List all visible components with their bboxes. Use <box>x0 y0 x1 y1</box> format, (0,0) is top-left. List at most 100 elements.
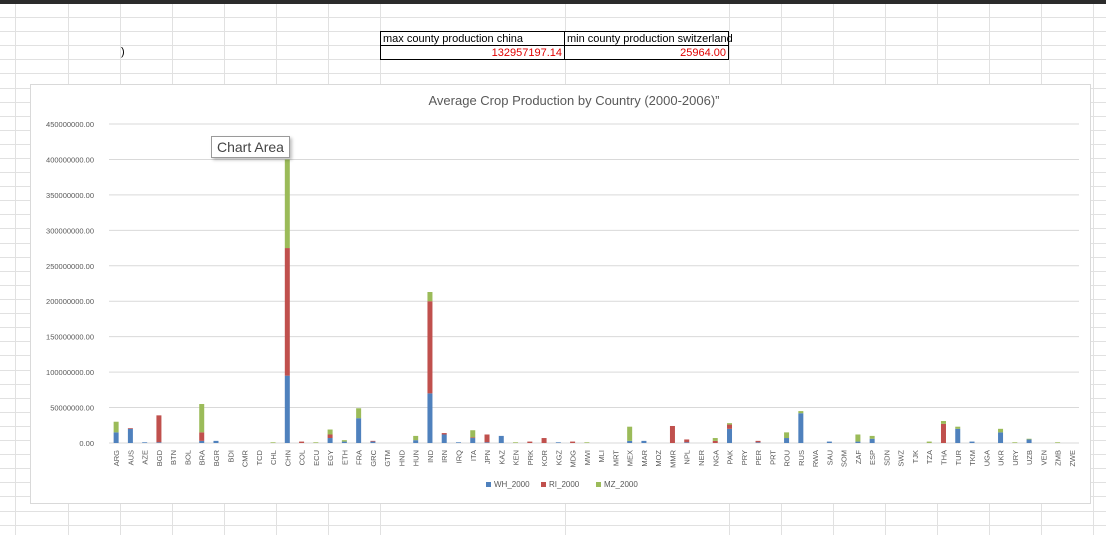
bar-mz_2000-zmb[interactable] <box>1055 442 1061 443</box>
bar-ri_2000-col[interactable] <box>299 441 305 443</box>
bar-mz_2000-mex[interactable] <box>627 426 633 441</box>
bar-mz_2000-tur[interactable] <box>955 426 961 429</box>
bar-wh_2000-kaz[interactable] <box>498 435 504 443</box>
bar-wh_2000-ita[interactable] <box>470 438 476 443</box>
bar-wh_2000-uzb[interactable] <box>1026 439 1032 443</box>
x-tick-label: MLI <box>597 450 606 463</box>
x-tick-label: ROU <box>783 450 792 467</box>
bar-wh_2000-rou[interactable] <box>784 438 790 443</box>
x-tick-label: KOR <box>540 449 549 466</box>
x-tick-label: ETH <box>340 450 349 465</box>
paren-cell[interactable]: ) <box>121 46 125 58</box>
x-tick-label: TUR <box>954 449 963 465</box>
bar-ri_2000-aus[interactable] <box>127 428 133 429</box>
bar-ri_2000-pak[interactable] <box>727 424 733 429</box>
bar-wh_2000-fra[interactable] <box>356 418 362 443</box>
bar-wh_2000-kgz[interactable] <box>555 442 561 443</box>
bar-wh_2000-ind[interactable] <box>427 393 433 443</box>
bar-ri_2000-mdg[interactable] <box>570 441 576 443</box>
bar-mz_2000-rus[interactable] <box>798 411 804 414</box>
bar-wh_2000-sau[interactable] <box>826 441 832 443</box>
bar-wh_2000-per[interactable] <box>755 442 761 443</box>
bar-ri_2000-bra[interactable] <box>199 432 205 441</box>
bar-mz_2000-fra[interactable] <box>356 408 362 419</box>
bar-wh_2000-bgd[interactable] <box>156 442 162 443</box>
bar-ri_2000-prk[interactable] <box>527 441 533 443</box>
bar-wh_2000-chn[interactable] <box>284 375 290 443</box>
bar-mz_2000-ecu[interactable] <box>313 442 319 443</box>
bar-wh_2000-mar[interactable] <box>641 440 647 443</box>
bar-wh_2000-zaf[interactable] <box>855 441 861 443</box>
bar-mz_2000-zaf[interactable] <box>855 434 861 442</box>
bar-wh_2000-bgr[interactable] <box>213 440 219 443</box>
min-production-value[interactable]: 25964.00 <box>564 45 729 60</box>
bar-ri_2000-kor[interactable] <box>541 438 547 443</box>
bar-wh_2000-npl[interactable] <box>684 442 690 443</box>
bar-mz_2000-bra[interactable] <box>199 404 205 433</box>
max-production-value[interactable]: 132957197.14 <box>380 45 565 60</box>
bar-mz_2000-ind[interactable] <box>427 292 433 302</box>
bar-mz_2000-chn[interactable] <box>284 159 290 249</box>
bar-wh_2000-ukr[interactable] <box>998 432 1004 443</box>
x-tick-label: SDN <box>882 450 891 466</box>
bar-wh_2000-tur[interactable] <box>955 428 961 443</box>
bar-mz_2000-eth[interactable] <box>341 440 347 442</box>
bar-wh_2000-grc[interactable] <box>370 441 376 443</box>
bar-wh_2000-bra[interactable] <box>199 440 205 443</box>
bar-wh_2000-egy[interactable] <box>327 438 333 443</box>
bar-wh_2000-jpn[interactable] <box>484 442 490 443</box>
chart-canvas: Average Crop Production by Country (2000… <box>46 93 1079 489</box>
bar-wh_2000-aze[interactable] <box>142 442 148 443</box>
bar-wh_2000-irq[interactable] <box>455 442 461 443</box>
bar-ri_2000-grc[interactable] <box>370 440 376 442</box>
bar-wh_2000-aus[interactable] <box>127 428 133 443</box>
x-tick-label: RWA <box>811 450 820 467</box>
bar-mz_2000-tha[interactable] <box>940 421 946 424</box>
bar-mz_2000-tza[interactable] <box>926 441 932 443</box>
bar-ri_2000-mmr[interactable] <box>669 425 675 443</box>
bar-ri_2000-tha[interactable] <box>940 423 946 443</box>
bar-mz_2000-mwi[interactable] <box>584 442 590 443</box>
bar-mz_2000-ken[interactable] <box>513 442 519 443</box>
bar-ri_2000-chn[interactable] <box>284 248 290 376</box>
bar-mz_2000-chl[interactable] <box>270 442 276 443</box>
min-production-label[interactable]: min county production switzerland <box>564 31 733 46</box>
bar-wh_2000-irn[interactable] <box>441 434 447 443</box>
bar-ri_2000-ind[interactable] <box>427 301 433 394</box>
bar-ri_2000-nga[interactable] <box>712 440 718 443</box>
bar-wh_2000-hun[interactable] <box>413 440 419 443</box>
bar-mz_2000-ita[interactable] <box>470 430 476 438</box>
x-tick-label: MDG <box>569 450 578 468</box>
bar-ri_2000-per[interactable] <box>755 440 761 443</box>
bar-wh_2000-tkm[interactable] <box>969 441 975 443</box>
bar-mz_2000-ukr[interactable] <box>998 428 1004 433</box>
bar-wh_2000-arg[interactable] <box>113 432 119 443</box>
bar-mz_2000-ury[interactable] <box>1012 442 1018 443</box>
max-production-label[interactable]: max county production china <box>380 31 565 46</box>
bar-mz_2000-esp[interactable] <box>869 435 875 439</box>
bar-ri_2000-npl[interactable] <box>684 439 690 443</box>
x-tick-label: ECU <box>312 450 321 466</box>
bar-wh_2000-pak[interactable] <box>727 428 733 443</box>
bar-ri_2000-irn[interactable] <box>441 433 447 435</box>
bar-ri_2000-egy[interactable] <box>327 434 333 439</box>
bar-wh_2000-mex[interactable] <box>627 440 633 443</box>
x-tick-label: ESP <box>868 450 877 465</box>
bar-ri_2000-ita[interactable] <box>470 437 476 439</box>
bar-mz_2000-arg[interactable] <box>113 421 119 433</box>
bar-mz_2000-uzb[interactable] <box>1026 438 1032 440</box>
bar-wh_2000-rus[interactable] <box>798 413 804 443</box>
bar-mz_2000-nga[interactable] <box>712 438 718 441</box>
bar-wh_2000-eth[interactable] <box>341 441 347 443</box>
bar-ri_2000-jpn[interactable] <box>484 434 490 443</box>
bar-wh_2000-esp[interactable] <box>869 438 875 443</box>
y-tick-label: 450000000.00 <box>46 120 94 129</box>
chart-area[interactable]: Average Crop Production by Country (2000… <box>30 84 1091 504</box>
bar-mz_2000-rou[interactable] <box>784 432 790 439</box>
bar-ri_2000-bgd[interactable] <box>156 415 162 443</box>
bar-mz_2000-egy[interactable] <box>327 429 333 435</box>
x-tick-label: SWZ <box>897 450 906 467</box>
bar-mz_2000-pak[interactable] <box>727 423 733 425</box>
legend-label-wh_2000: WH_2000 <box>494 480 530 489</box>
bar-mz_2000-hun[interactable] <box>413 435 419 441</box>
